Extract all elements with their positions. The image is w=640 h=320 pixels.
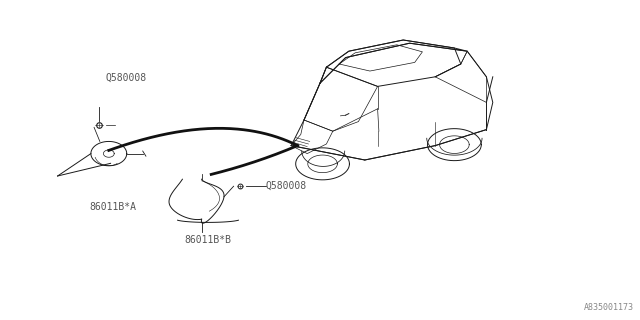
Text: Q580008: Q580008: [266, 180, 307, 191]
Text: A835001173: A835001173: [584, 303, 634, 312]
Text: 86011B*A: 86011B*A: [90, 202, 136, 212]
Text: 86011B*B: 86011B*B: [184, 235, 232, 245]
Text: Q580008: Q580008: [106, 73, 147, 83]
